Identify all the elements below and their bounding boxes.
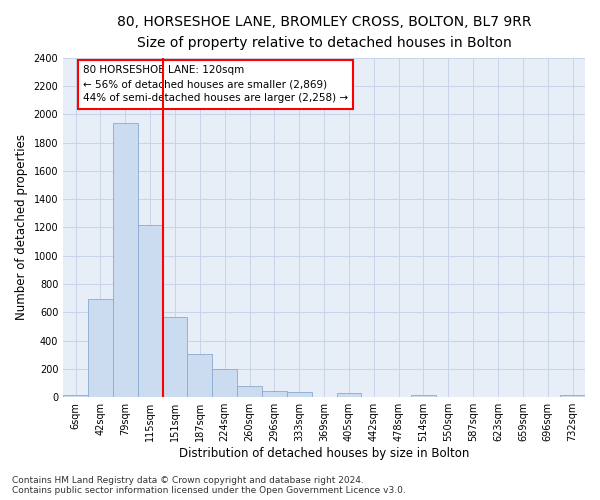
Bar	[187, 354, 212, 397]
Bar	[262, 391, 287, 397]
Bar	[138, 224, 163, 397]
Text: Contains HM Land Registry data © Crown copyright and database right 2024.
Contai: Contains HM Land Registry data © Crown c…	[12, 476, 406, 495]
Bar	[411, 394, 436, 397]
Bar	[237, 386, 262, 397]
Bar	[212, 369, 237, 397]
X-axis label: Distribution of detached houses by size in Bolton: Distribution of detached houses by size …	[179, 447, 469, 460]
Text: 80 HORSESHOE LANE: 120sqm
← 56% of detached houses are smaller (2,869)
44% of se: 80 HORSESHOE LANE: 120sqm ← 56% of detac…	[83, 66, 348, 104]
Bar	[337, 393, 361, 397]
Bar	[113, 123, 138, 397]
Y-axis label: Number of detached properties: Number of detached properties	[15, 134, 28, 320]
Bar	[88, 299, 113, 397]
Bar	[63, 395, 88, 397]
Bar	[163, 316, 187, 397]
Bar	[287, 392, 311, 397]
Title: 80, HORSESHOE LANE, BROMLEY CROSS, BOLTON, BL7 9RR
Size of property relative to : 80, HORSESHOE LANE, BROMLEY CROSS, BOLTO…	[117, 15, 532, 50]
Bar	[560, 395, 585, 397]
